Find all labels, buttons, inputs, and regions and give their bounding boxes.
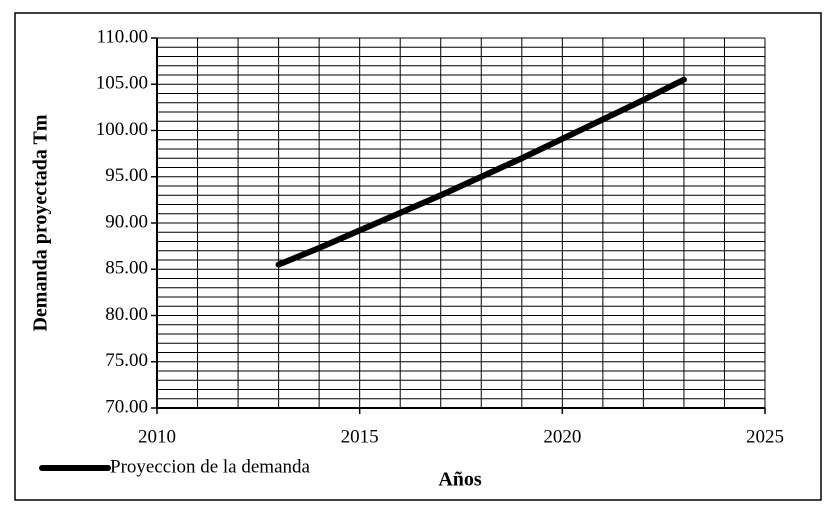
y-tick-label: 75.00 (105, 350, 148, 371)
x-tick-label: 2025 (746, 426, 784, 447)
y-axis-title: Demanda proyectada Tm (30, 114, 52, 331)
y-tick-label: 100.00 (96, 119, 148, 140)
y-tick-label: 95.00 (105, 165, 148, 186)
y-tick-label: 70.00 (105, 396, 148, 417)
legend-label: Proyeccion de la demanda (110, 456, 311, 477)
x-tick-label: 2015 (341, 426, 379, 447)
x-tick-label: 2010 (138, 426, 176, 447)
x-axis-title: Años (438, 469, 482, 491)
y-tick-label: 80.00 (105, 304, 148, 325)
y-tick-label: 85.00 (105, 258, 148, 279)
y-tick-label: 110.00 (96, 26, 148, 47)
y-tick-label: 90.00 (105, 211, 148, 232)
y-tick-label: 105.00 (96, 73, 148, 94)
chart-frame (14, 12, 822, 501)
x-tick-label: 2020 (543, 426, 581, 447)
data-line (275, 76, 687, 268)
